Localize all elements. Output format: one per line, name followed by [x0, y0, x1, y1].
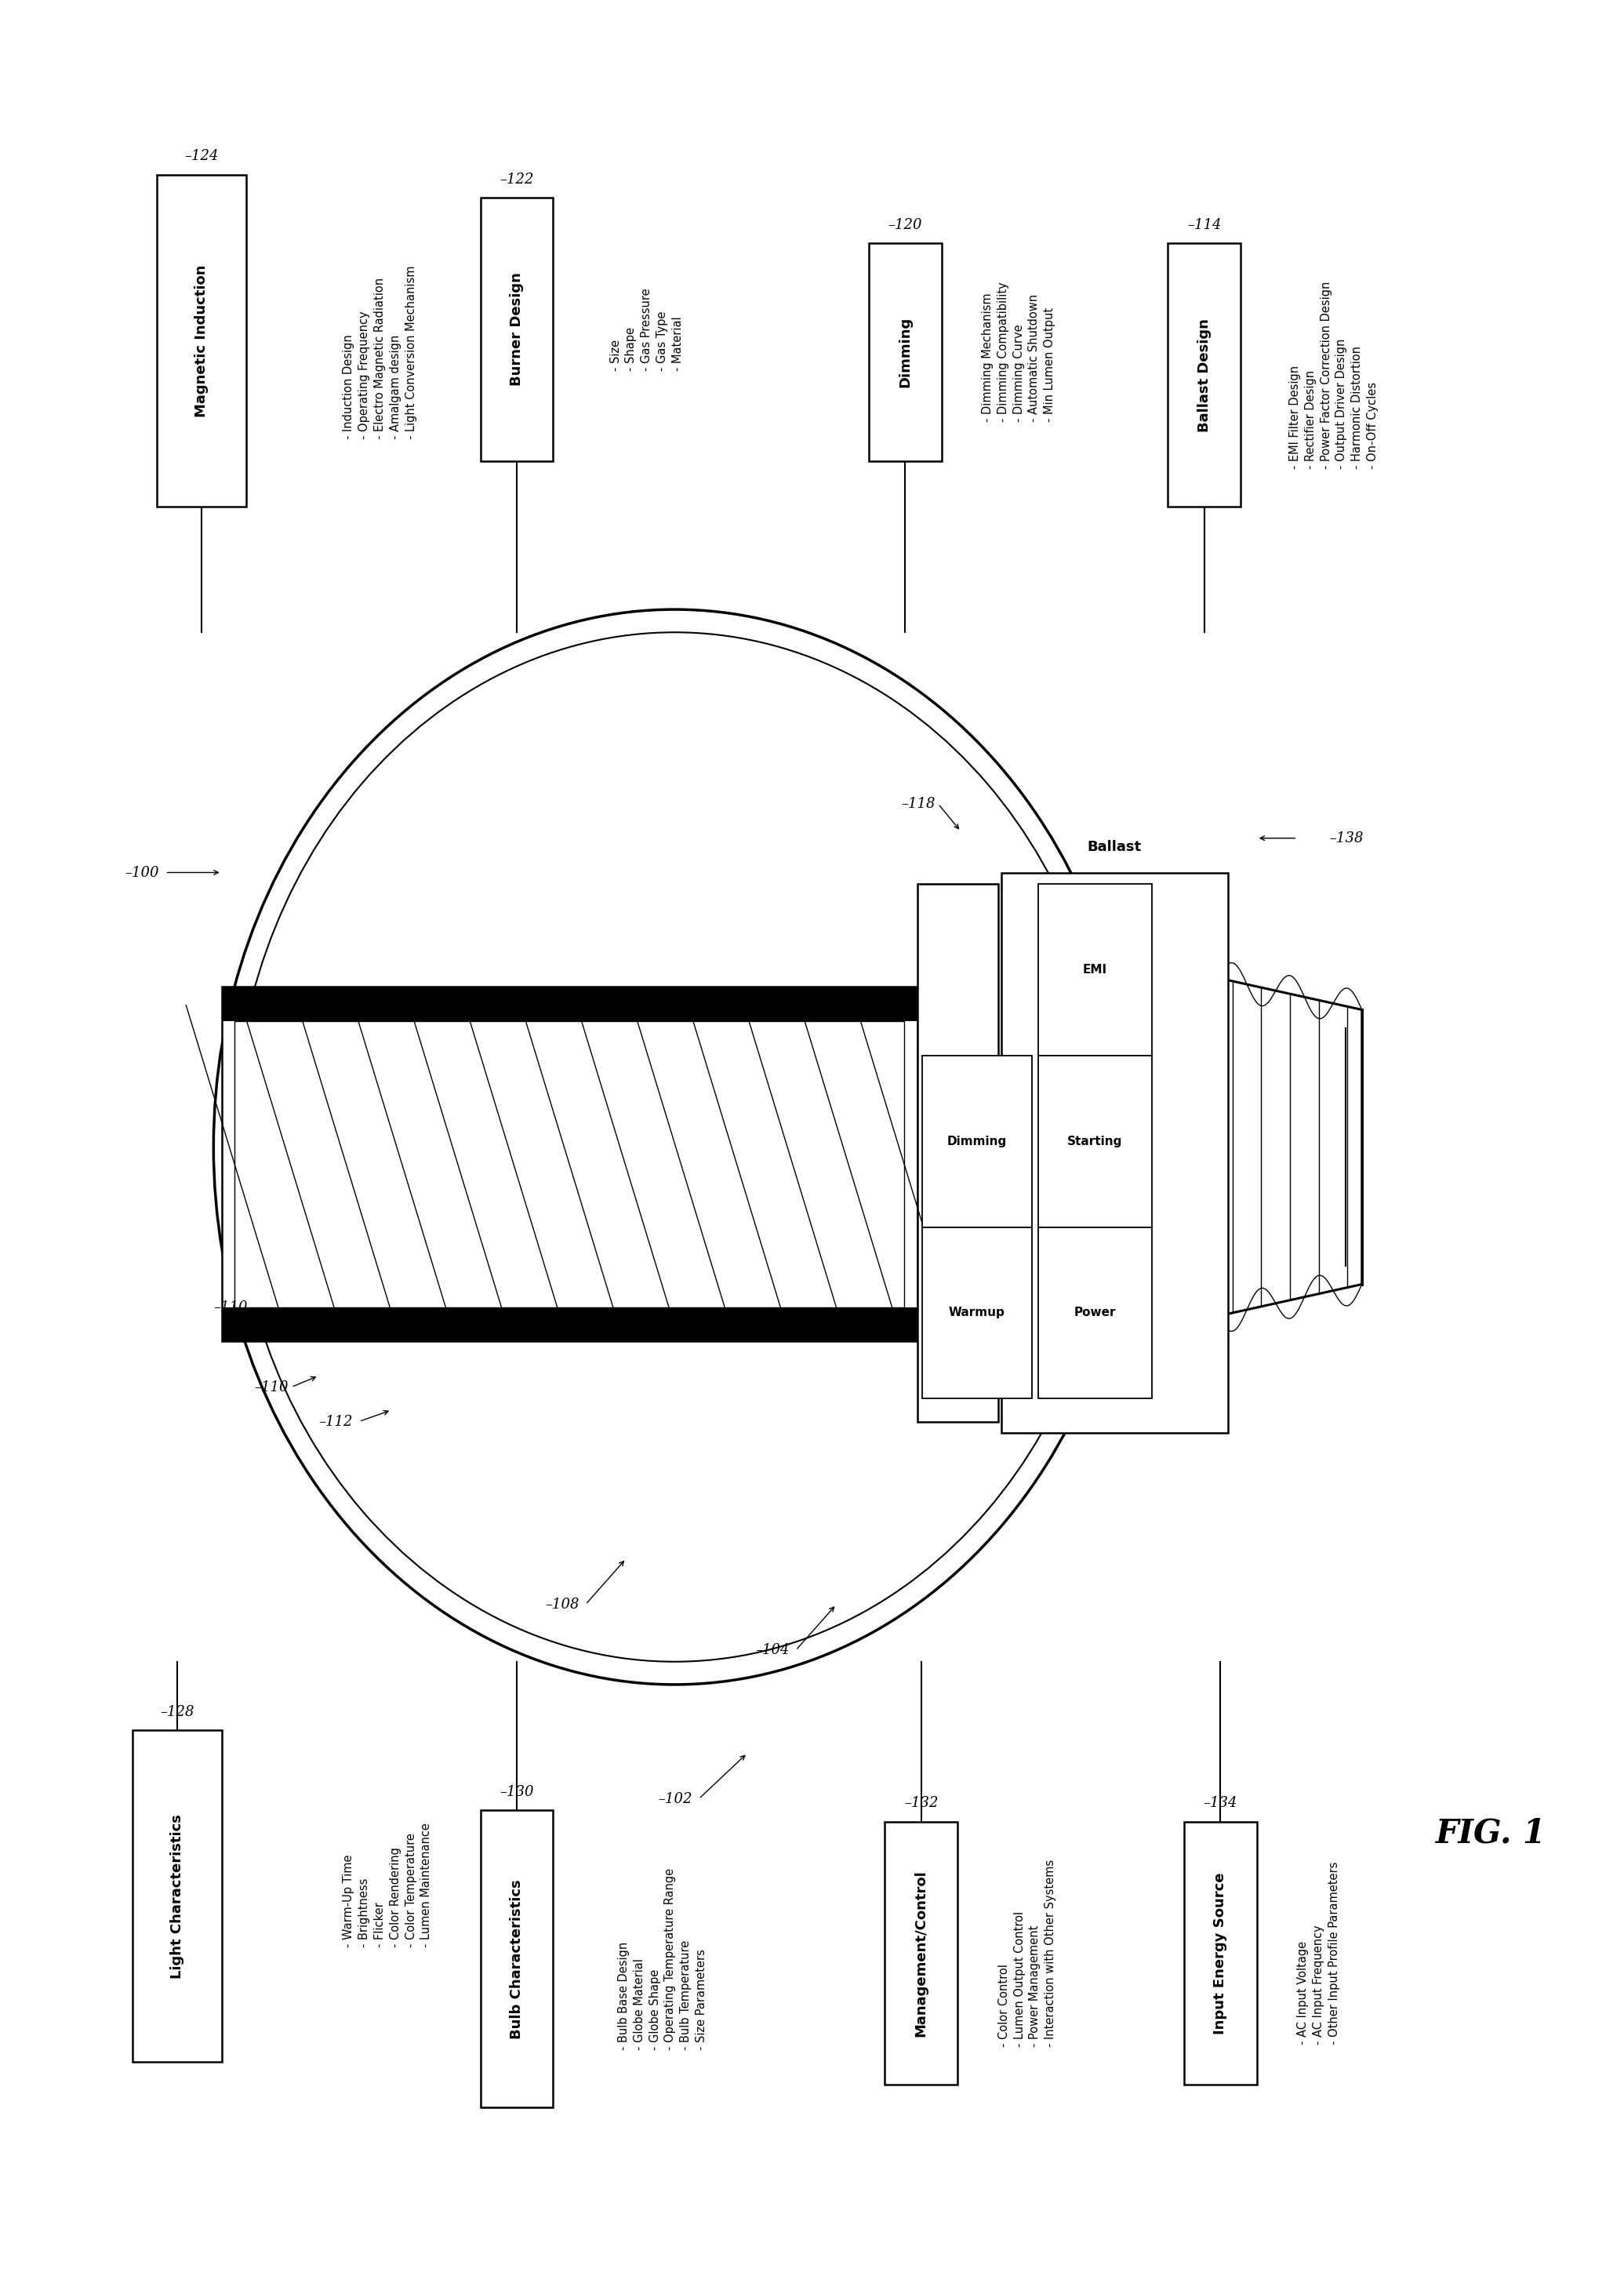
Text: –110: –110 — [213, 1301, 247, 1314]
Text: –114: –114 — [1187, 218, 1221, 232]
Text: Dimming: Dimming — [947, 1136, 1007, 1147]
Text: –138: –138 — [1330, 830, 1364, 844]
FancyBboxPatch shape — [133, 1730, 221, 2062]
FancyBboxPatch shape — [221, 986, 918, 1342]
Text: Magnetic Induction: Magnetic Induction — [195, 264, 208, 418]
Text: –120: –120 — [888, 218, 922, 232]
Text: Management/Control: Management/Control — [914, 1870, 929, 2037]
Text: EMI: EMI — [1083, 963, 1108, 975]
FancyBboxPatch shape — [1038, 1055, 1151, 1227]
Text: Warmup: Warmup — [948, 1308, 1005, 1319]
Text: Dimming: Dimming — [898, 317, 913, 388]
Text: Ballast: Ballast — [1088, 840, 1142, 853]
Text: - Induction Design
- Operating Frequency
- Electro Magnetic Radiation
- Amalgam : - Induction Design - Operating Frequency… — [343, 266, 417, 438]
Text: –128: –128 — [161, 1704, 195, 1718]
FancyBboxPatch shape — [481, 197, 554, 461]
FancyBboxPatch shape — [1184, 1821, 1257, 2085]
Text: –132: –132 — [905, 1796, 939, 1810]
FancyBboxPatch shape — [481, 1810, 554, 2108]
Text: Burner Design: Burner Design — [510, 273, 525, 385]
Ellipse shape — [213, 610, 1135, 1684]
Text: –130: –130 — [500, 1785, 534, 1798]
Text: - EMI Filter Design
- Rectifier Design
- Power Factor Correction Design
- Output: - EMI Filter Design - Rectifier Design -… — [1289, 282, 1379, 468]
FancyBboxPatch shape — [922, 1055, 1031, 1227]
Polygon shape — [1103, 963, 1127, 1331]
Text: –108: –108 — [546, 1597, 580, 1613]
Text: –102: –102 — [658, 1792, 692, 1805]
FancyBboxPatch shape — [922, 1227, 1031, 1399]
FancyBboxPatch shape — [1168, 243, 1241, 507]
Text: - Bulb Base Design
- Globe Material
- Globe Shape
- Operating Temperature Range
: - Bulb Base Design - Globe Material - Gl… — [617, 1867, 708, 2051]
Text: - AC Input Voltage
- AC Input Frequency
- Other Input Profile Parameters: - AC Input Voltage - AC Input Frequency … — [1298, 1863, 1340, 2044]
Text: Input Energy Source: Input Energy Source — [1213, 1872, 1228, 2035]
FancyBboxPatch shape — [221, 1308, 918, 1342]
Text: –118: –118 — [901, 796, 935, 812]
FancyBboxPatch shape — [1038, 883, 1151, 1055]
FancyBboxPatch shape — [918, 883, 999, 1422]
FancyBboxPatch shape — [885, 1821, 958, 2085]
Text: - Color Control
- Lumen Output Control
- Power Management
- Interaction with Oth: - Color Control - Lumen Output Control -… — [999, 1860, 1056, 2046]
Text: –100: –100 — [125, 865, 159, 879]
Text: –134: –134 — [1203, 1796, 1237, 1810]
FancyBboxPatch shape — [158, 174, 245, 507]
Text: Light Characteristics: Light Characteristics — [171, 1815, 184, 1977]
Text: - Warm-Up Time
- Brightness
- Flicker
- Color Rendering
- Color Temperature
- Lu: - Warm-Up Time - Brightness - Flicker - … — [343, 1821, 432, 1948]
Text: –104: –104 — [755, 1643, 789, 1656]
Text: Bulb Characteristics: Bulb Characteristics — [510, 1879, 525, 2039]
FancyBboxPatch shape — [869, 243, 942, 461]
Polygon shape — [1103, 952, 1363, 1342]
Text: FIG. 1: FIG. 1 — [1436, 1817, 1546, 1849]
Text: Thermal: Thermal — [950, 1119, 965, 1186]
Text: –122: –122 — [500, 172, 534, 186]
FancyBboxPatch shape — [1002, 872, 1228, 1434]
Text: –110: –110 — [253, 1381, 287, 1395]
Text: Power: Power — [1073, 1308, 1116, 1319]
Text: –124: –124 — [185, 149, 219, 163]
Text: - Size
- Shape
- Gas Pressure
- Gas Type
- Material: - Size - Shape - Gas Pressure - Gas Type… — [611, 287, 684, 372]
Text: –112: –112 — [318, 1415, 352, 1429]
Text: Starting: Starting — [1067, 1136, 1122, 1147]
FancyBboxPatch shape — [1038, 1227, 1151, 1399]
FancyBboxPatch shape — [221, 986, 918, 1021]
Text: - Dimming Mechanism
- Dimming Compatibility
- Dimming Curve
- Automatic Shutdown: - Dimming Mechanism - Dimming Compatibil… — [983, 282, 1056, 422]
Text: Ballast Design: Ballast Design — [1197, 319, 1212, 431]
